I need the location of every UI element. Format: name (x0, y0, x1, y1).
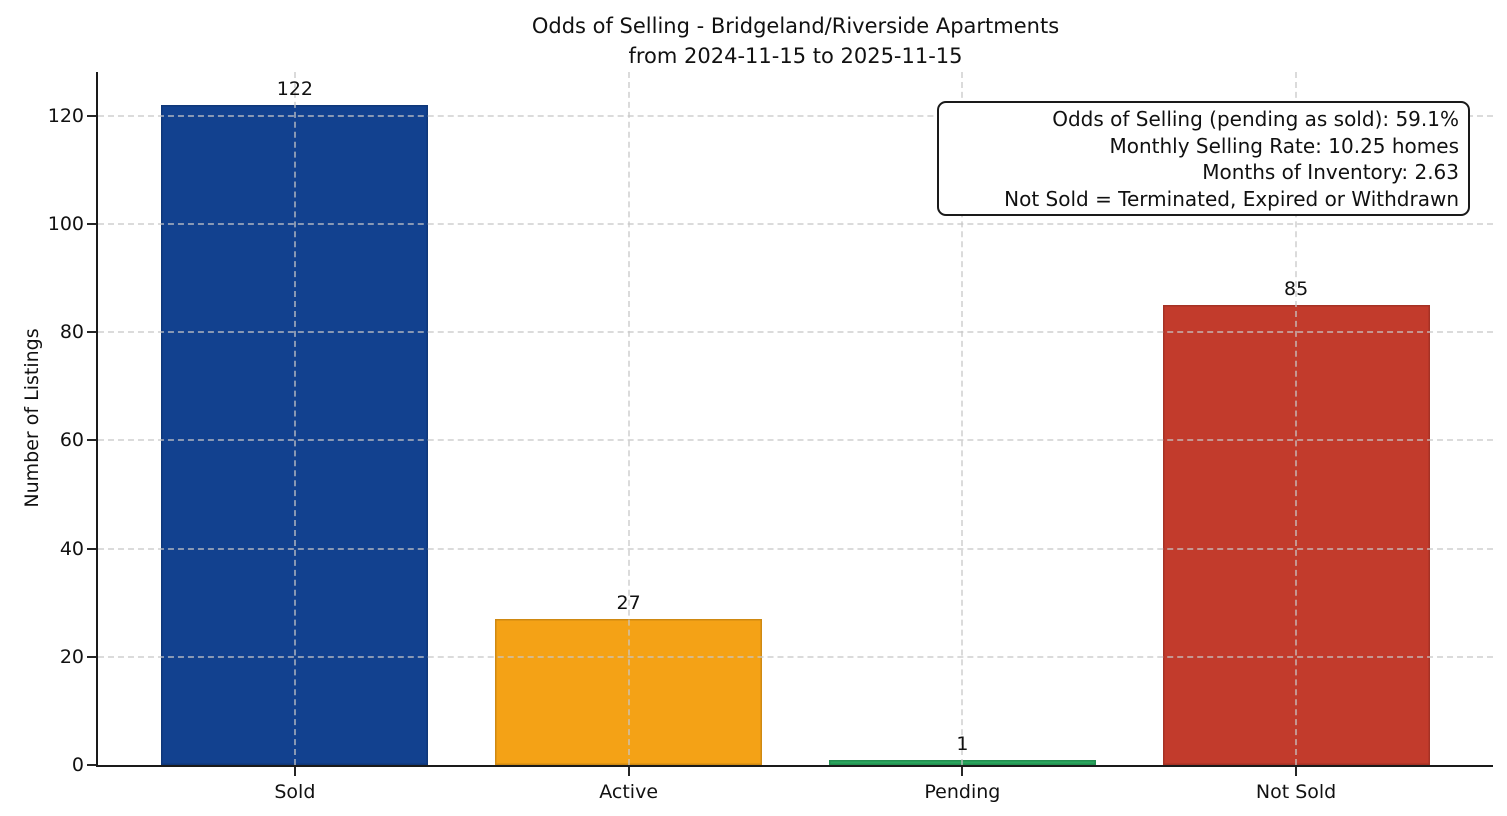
x-tick-active (627, 767, 630, 776)
gridline-v-active (627, 72, 630, 765)
chart-title-line2: from 2024-11-15 to 2025-11-15 (628, 44, 963, 68)
value-label-not-sold: 85 (1283, 278, 1309, 301)
y-tick-label-40: 40 (59, 537, 84, 560)
x-axis-spine (96, 765, 1493, 767)
gridline-h-80 (98, 331, 1493, 334)
gridline-h-60 (98, 439, 1493, 442)
y-tick-100 (87, 223, 96, 226)
x-tick-label-active: Active (599, 781, 659, 803)
value-label-sold: 122 (276, 78, 314, 101)
gridline-v-sold (293, 72, 296, 765)
gridline-v-not-sold (1295, 72, 1298, 765)
y-tick-label-0: 0 (71, 754, 84, 776)
annotation-not-sold-definition: Not Sold = Terminated, Expired or Withdr… (1004, 186, 1459, 211)
y-tick-0 (87, 764, 96, 766)
gridline-h-120 (98, 114, 1493, 117)
y-tick-120 (87, 114, 96, 117)
y-axis-spine (96, 72, 98, 767)
chart-title-line1: Odds of Selling - Bridgeland/Riverside A… (531, 14, 1060, 38)
x-tick-not-sold (1295, 767, 1298, 776)
annotation-odds-of-selling: Odds of Selling (pending as sold): 59.1% (1052, 107, 1459, 131)
y-tick-label-120: 120 (47, 104, 84, 127)
gridline-h-40 (98, 547, 1493, 550)
x-tick-sold (293, 767, 296, 776)
stats-annotation-box: Odds of Selling (pending as sold): 59.1%… (937, 101, 1470, 216)
y-tick-80 (87, 331, 96, 334)
x-tick-label-not-sold: Not Sold (1255, 781, 1337, 803)
y-tick-40 (87, 547, 96, 550)
y-tick-label-100: 100 (47, 213, 84, 236)
gridline-h-20 (98, 655, 1493, 658)
gridline-v-pending (961, 72, 964, 765)
annotation-monthly-selling-rate: Monthly Selling Rate: 10.25 homes (1109, 133, 1459, 158)
y-tick-label-80: 80 (59, 321, 84, 344)
annotation-months-of-inventory: Months of Inventory: 2.63 (1202, 160, 1459, 184)
chart-title: Odds of Selling - Bridgeland/Riverside A… (98, 11, 1493, 71)
y-axis-label: Number of Listings (21, 328, 43, 508)
value-label-active: 27 (616, 591, 641, 614)
x-tick-label-pending: Pending (924, 781, 1001, 803)
y-tick-20 (87, 655, 96, 658)
x-tick-label-sold: Sold (274, 781, 316, 803)
x-tick-pending (961, 767, 964, 776)
y-tick-60 (87, 439, 96, 442)
y-tick-label-20: 20 (59, 645, 84, 668)
value-label-pending: 1 (956, 732, 969, 755)
gridline-h-100 (98, 223, 1493, 226)
y-tick-label-60: 60 (59, 429, 84, 452)
